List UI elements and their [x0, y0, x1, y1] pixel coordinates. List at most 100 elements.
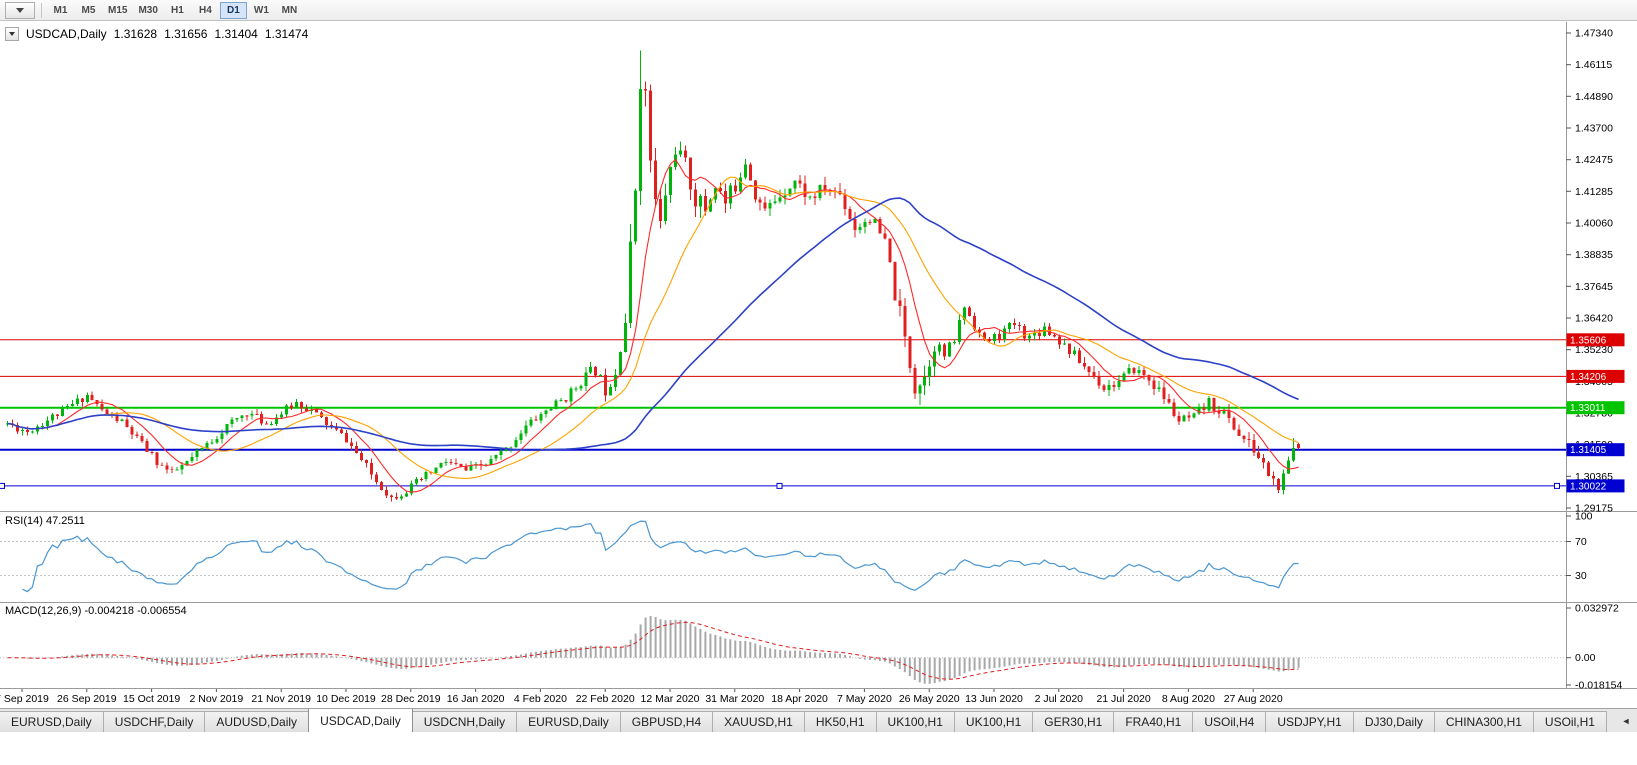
- svg-text:18 Apr 2020: 18 Apr 2020: [771, 693, 828, 705]
- chart-tab-usoil-h1[interactable]: USOil,H1: [1532, 711, 1607, 732]
- chart-tab-china300-h1[interactable]: CHINA300,H1: [1433, 711, 1534, 732]
- price-level-tags: 1.35606 1.34206 1.33011 1.31405 1.30022: [1566, 333, 1625, 493]
- timeframe-button-d1[interactable]: D1: [219, 1, 247, 19]
- svg-text:1.36420: 1.36420: [1575, 313, 1613, 325]
- svg-text:8 Aug 2020: 8 Aug 2020: [1162, 693, 1215, 705]
- svg-text:1.38835: 1.38835: [1575, 249, 1613, 261]
- symbol-label: USDCAD,Daily: [26, 27, 107, 41]
- svg-text:2 Jul 2020: 2 Jul 2020: [1035, 693, 1084, 705]
- svg-text:1.35606: 1.35606: [1570, 335, 1607, 346]
- svg-text:16 Jan 2020: 16 Jan 2020: [447, 693, 505, 705]
- high-value: 1.31656: [164, 27, 208, 41]
- chart-ohlc-header: USDCAD,Daily 1.31628 1.31656 1.31404 1.3…: [5, 27, 308, 41]
- selected-line-handles[interactable]: [0, 482, 1560, 489]
- svg-text:0.032972: 0.032972: [1575, 603, 1619, 615]
- chart-tab-fra40-h1[interactable]: FRA40,H1: [1113, 711, 1194, 732]
- svg-text:28 Dec 2019: 28 Dec 2019: [381, 693, 441, 705]
- svg-text:26 Sep 2019: 26 Sep 2019: [57, 693, 117, 705]
- svg-text:10 Dec 2019: 10 Dec 2019: [316, 693, 376, 705]
- close-value: 1.31474: [264, 27, 309, 41]
- chart-tab-xauusd-h1[interactable]: XAUUSD,H1: [712, 711, 805, 732]
- svg-text:-0.018154: -0.018154: [1575, 680, 1622, 692]
- timeframe-button-w1[interactable]: W1: [253, 4, 269, 16]
- svg-text:1.40060: 1.40060: [1575, 218, 1613, 230]
- chevron-down-icon: [16, 7, 24, 13]
- svg-text:1.30022: 1.30022: [1570, 481, 1607, 492]
- macd-label: MACD(12,26,9) -0.004218 -0.006554: [5, 605, 187, 617]
- svg-text:7 Sep 2019: 7 Sep 2019: [0, 693, 49, 705]
- svg-text:1.34206: 1.34206: [1570, 372, 1607, 383]
- ma-20-line: [7, 176, 1299, 480]
- rsi-indicator: [0, 520, 1566, 593]
- toolbar-separator: [41, 2, 42, 18]
- open-value: 1.31628: [113, 27, 158, 41]
- ma-55-line: [7, 197, 1299, 452]
- svg-text:1.31405: 1.31405: [1570, 445, 1607, 456]
- svg-text:7 May 2020: 7 May 2020: [837, 693, 892, 705]
- timeframe-toolbar: M1 M5 M15 M30 H1 H4 D1 W1 MN: [0, 0, 1637, 21]
- price-axis[interactable]: 1.47340 1.46115 1.44890 1.43700 1.42475 1.412…: [1566, 28, 1613, 515]
- svg-text:21 Nov 2019: 21 Nov 2019: [251, 693, 311, 705]
- svg-text:26 May 2020: 26 May 2020: [899, 693, 960, 705]
- chart-tab-usdchf-daily[interactable]: USDCHF,Daily: [102, 711, 206, 732]
- chart-canvas[interactable]: 1.47340 1.46115 1.44890 1.43700 1.42475 1.412…: [0, 0, 1637, 707]
- timeframe-button-m5[interactable]: M5: [81, 4, 96, 16]
- chart-tab-uk100-h1[interactable]: UK100,H1: [875, 711, 955, 732]
- tabs-scroll-left-icon: ◄: [1621, 716, 1631, 726]
- chart-tab-usdcad-daily[interactable]: USDCAD,Daily: [308, 709, 413, 732]
- chart-tab-gbpusd-h4[interactable]: GBPUSD,H4: [619, 711, 714, 732]
- chart-tab-usdcnh-daily[interactable]: USDCNH,Daily: [411, 711, 518, 732]
- chart-tab-usoil-h4[interactable]: USOil,H4: [1192, 711, 1267, 732]
- svg-text:12 Mar 2020: 12 Mar 2020: [641, 693, 700, 705]
- chart-tab-dj30-daily[interactable]: DJ30,Daily: [1352, 711, 1435, 732]
- timeframe-button-m15[interactable]: M15: [108, 4, 128, 16]
- svg-text:1.29175: 1.29175: [1575, 503, 1613, 515]
- chart-tabs-bar: EURUSD,Daily USDCHF,Daily AUDUSD,Daily USDC…: [0, 708, 1637, 732]
- svg-text:0.00: 0.00: [1575, 652, 1596, 664]
- svg-text:70: 70: [1575, 536, 1587, 548]
- svg-text:1.37645: 1.37645: [1575, 281, 1613, 293]
- timeframe-button-m30[interactable]: M30: [138, 4, 158, 16]
- time-axis[interactable]: 7 Sep 2019 26 Sep 2019 15 Oct 2019 2 Nov 20…: [0, 689, 1283, 705]
- svg-text:2 Nov 2019: 2 Nov 2019: [190, 693, 244, 705]
- panel-separators[interactable]: [0, 511, 1637, 689]
- chart-tab-audusd-daily[interactable]: AUDUSD,Daily: [204, 711, 310, 732]
- timeframe-button-mn[interactable]: MN: [281, 4, 298, 16]
- svg-text:27 Aug 2020: 27 Aug 2020: [1224, 693, 1283, 705]
- svg-text:1.43700: 1.43700: [1575, 123, 1613, 135]
- chart-mode-dropdown[interactable]: [5, 1, 35, 19]
- chevron-down-icon: [9, 32, 15, 36]
- svg-text:1.42475: 1.42475: [1575, 154, 1613, 166]
- svg-text:31 Mar 2020: 31 Mar 2020: [705, 693, 764, 705]
- macd-indicator: [0, 616, 1566, 684]
- chart-tab-uk100-h1[interactable]: UK100,H1: [953, 711, 1034, 732]
- chart-tab-eurusd-daily[interactable]: EURUSD,Daily: [0, 711, 104, 732]
- svg-text:21 Jul 2020: 21 Jul 2020: [1096, 693, 1150, 705]
- svg-text:4 Feb 2020: 4 Feb 2020: [514, 693, 567, 705]
- horizontal-level-lines[interactable]: [0, 339, 1566, 487]
- svg-text:22 Feb 2020: 22 Feb 2020: [576, 693, 635, 705]
- svg-text:1.33011: 1.33011: [1570, 403, 1606, 414]
- svg-text:1.46115: 1.46115: [1575, 59, 1612, 71]
- symbol-dropdown-button[interactable]: [5, 27, 19, 41]
- timeframe-button-m1[interactable]: M1: [53, 4, 68, 16]
- svg-text:1.35230: 1.35230: [1575, 344, 1613, 356]
- rsi-axis[interactable]: 100 70 30: [1566, 511, 1593, 583]
- chart-tab-ger30-h1[interactable]: GER30,H1: [1032, 711, 1115, 732]
- timeframe-button-h1[interactable]: H1: [171, 4, 184, 16]
- tabs-scroll-left-button[interactable]: ◄: [1617, 713, 1635, 729]
- svg-text:1.41285: 1.41285: [1575, 186, 1613, 198]
- svg-text:15 Oct 2019: 15 Oct 2019: [123, 693, 180, 705]
- chart-tab-eurusd-daily[interactable]: EURUSD,Daily: [516, 711, 621, 732]
- svg-text:1.47340: 1.47340: [1575, 28, 1613, 40]
- timeframe-button-h4[interactable]: H4: [199, 4, 212, 16]
- chart-tab-usdjpy-h1[interactable]: USDJPY,H1: [1265, 711, 1354, 732]
- macd-axis[interactable]: 0.032972 0.00 -0.018154: [1566, 603, 1622, 692]
- svg-text:30: 30: [1575, 570, 1587, 582]
- svg-text:100: 100: [1575, 511, 1593, 523]
- chart-tab-hk50-h1[interactable]: HK50,H1: [803, 711, 877, 732]
- svg-text:1.44890: 1.44890: [1575, 91, 1613, 103]
- svg-text:13 Jun 2020: 13 Jun 2020: [965, 693, 1023, 705]
- ma-8-line: [7, 158, 1299, 493]
